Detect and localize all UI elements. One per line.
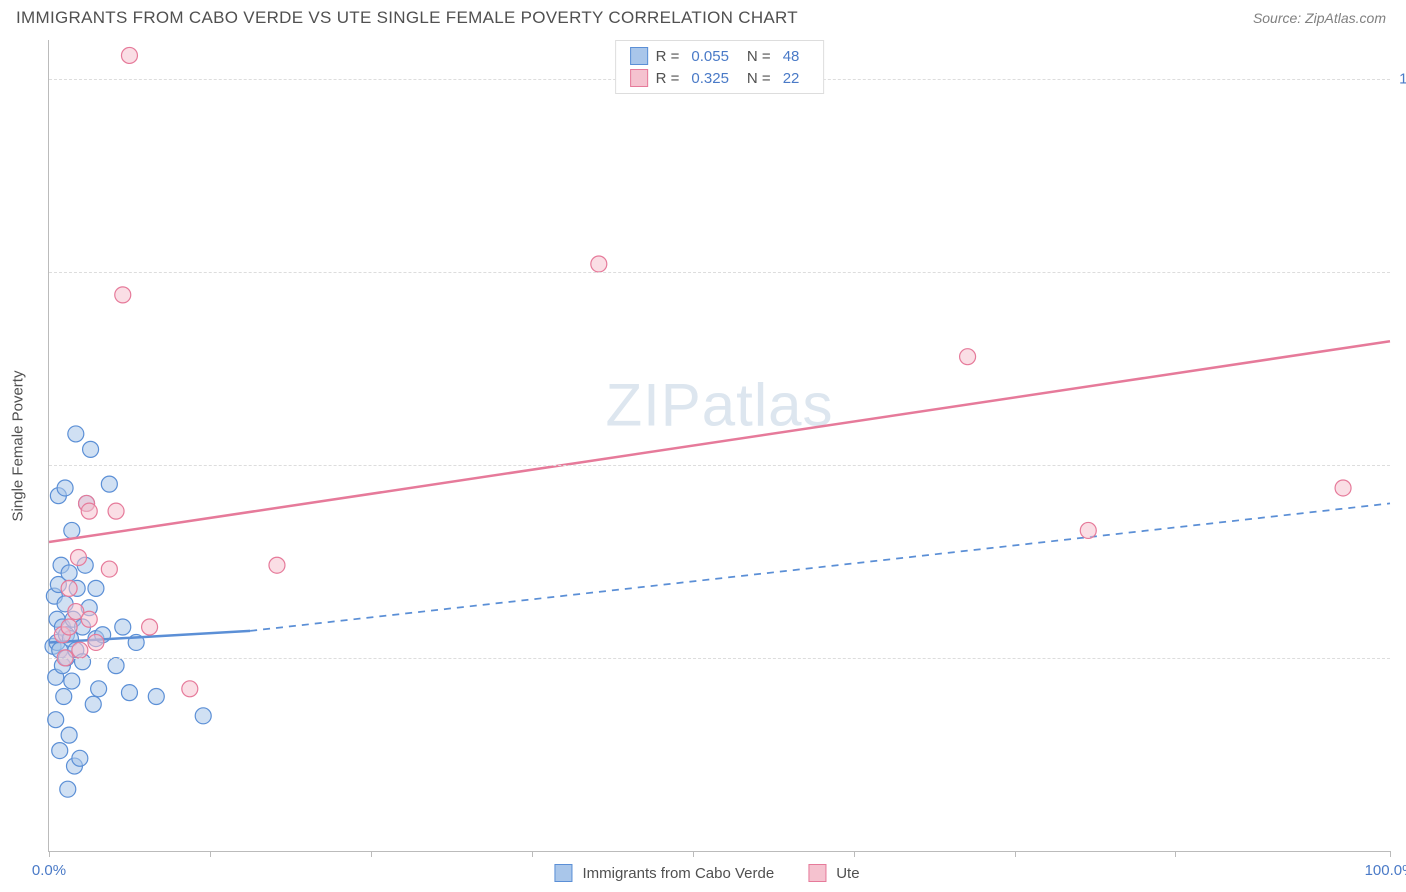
legend-swatch (630, 69, 648, 87)
data-point (68, 426, 84, 442)
data-point (269, 557, 285, 573)
data-point (591, 256, 607, 272)
data-point (71, 549, 87, 565)
data-point (101, 476, 117, 492)
legend-row: R = 0.055 N = 48 (630, 45, 810, 67)
legend-r-value: 0.055 (691, 48, 729, 65)
legend-label: Ute (836, 865, 859, 882)
x-tick (1015, 851, 1016, 857)
data-point (48, 712, 64, 728)
plot-svg (49, 40, 1390, 851)
x-tick (532, 851, 533, 857)
plot-area: ZIPatlas R =0.055N =48R =0.325N =22 25.0… (48, 40, 1390, 852)
data-point (88, 634, 104, 650)
data-point (121, 685, 137, 701)
data-point (115, 287, 131, 303)
legend-r-label: R = (656, 48, 680, 65)
data-point (148, 689, 164, 705)
legend-swatch (808, 864, 826, 882)
x-tick (1175, 851, 1176, 857)
legend-correlation: R = 0.055 N = 48 R = 0.325 N = 22 (615, 40, 825, 94)
x-tick (693, 851, 694, 857)
legend-series: Immigrants from Cabo Verde Ute (554, 864, 883, 882)
legend-swatch (630, 47, 648, 65)
data-point (72, 750, 88, 766)
data-point (115, 619, 131, 635)
data-point (121, 47, 137, 63)
data-point (64, 673, 80, 689)
data-point (61, 580, 77, 596)
x-tick-label: 100.0% (1365, 862, 1406, 879)
data-point (960, 349, 976, 365)
data-point (81, 611, 97, 627)
data-point (88, 580, 104, 596)
trend-line (49, 341, 1390, 542)
data-point (1080, 522, 1096, 538)
grid-line (49, 465, 1390, 466)
legend-n-label: N = (747, 48, 771, 65)
x-tick-label: 0.0% (32, 862, 66, 879)
data-point (85, 696, 101, 712)
data-point (57, 480, 73, 496)
data-point (182, 681, 198, 697)
grid-line (49, 658, 1390, 659)
x-tick (854, 851, 855, 857)
data-point (61, 727, 77, 743)
data-point (108, 658, 124, 674)
trend-line-extrapolated (250, 503, 1390, 630)
data-point (72, 642, 88, 658)
legend-r-value: 0.325 (691, 70, 729, 87)
x-tick (49, 851, 50, 857)
data-point (52, 743, 68, 759)
x-tick (1390, 851, 1391, 857)
data-point (61, 619, 77, 635)
y-tick-label: 100.0% (1399, 70, 1406, 87)
legend-n-value: 48 (783, 48, 800, 65)
legend-n-value: 22 (783, 70, 800, 87)
source-attribution: Source: ZipAtlas.com (1253, 10, 1386, 26)
data-point (60, 781, 76, 797)
legend-swatch (554, 864, 572, 882)
chart-container: Single Female Poverty ZIPatlas R =0.055N… (48, 40, 1390, 852)
legend-r-label: R = (656, 70, 680, 87)
data-point (195, 708, 211, 724)
data-point (91, 681, 107, 697)
chart-title: IMMIGRANTS FROM CABO VERDE VS UTE SINGLE… (16, 8, 798, 28)
data-point (56, 689, 72, 705)
data-point (61, 565, 77, 581)
data-point (1335, 480, 1351, 496)
x-tick (371, 851, 372, 857)
data-point (108, 503, 124, 519)
x-tick (210, 851, 211, 857)
data-point (64, 522, 80, 538)
data-point (83, 441, 99, 457)
data-point (81, 503, 97, 519)
legend-n-label: N = (747, 70, 771, 87)
legend-label: Immigrants from Cabo Verde (582, 865, 774, 882)
y-axis-label: Single Female Poverty (10, 371, 27, 522)
data-point (142, 619, 158, 635)
legend-row: R = 0.325 N = 22 (630, 67, 810, 89)
data-point (101, 561, 117, 577)
grid-line (49, 272, 1390, 273)
